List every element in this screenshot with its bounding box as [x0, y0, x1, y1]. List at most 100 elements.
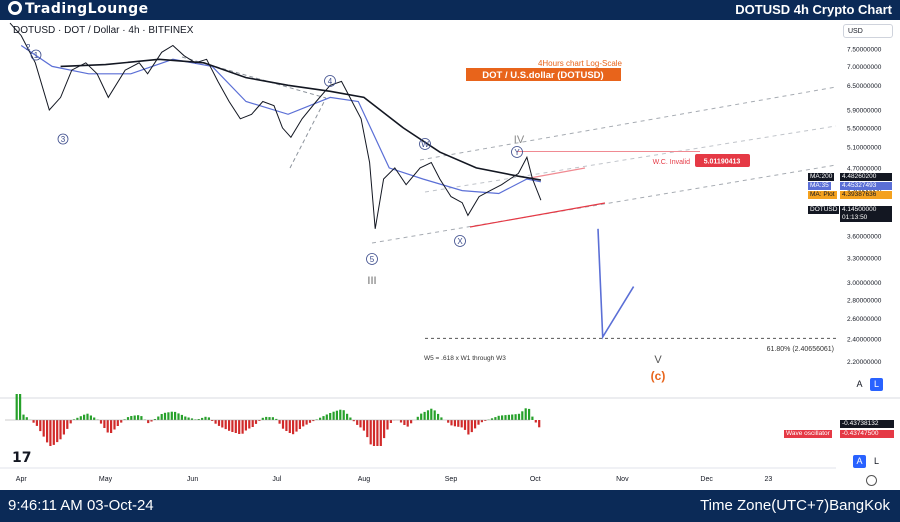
time-tick-9: 23 — [765, 476, 773, 483]
osc-bar — [507, 414, 510, 420]
osc-bar — [440, 417, 443, 420]
osc-bar — [214, 420, 217, 424]
header-bar: TradingLounge DOTUSD 4h Crypto Chart — [0, 0, 900, 20]
osc-bar — [356, 420, 359, 425]
osc-bar — [538, 420, 541, 428]
wave-4-label: 4 — [328, 77, 333, 86]
price-series — [9, 22, 542, 229]
osc-bar — [281, 420, 285, 429]
osc-bar — [332, 411, 335, 420]
ma35-tag-value: 4.45327493 — [840, 182, 892, 190]
price-chart[interactable]: 7.50000000 7.00000000 6.50000000 5.90000000… — [0, 20, 900, 490]
osc-bar — [406, 420, 409, 427]
wave-x-marker — [454, 235, 466, 247]
osc-bar — [163, 412, 167, 420]
osc-bar — [217, 420, 221, 426]
log-scale-button[interactable]: L — [873, 456, 879, 466]
osc-bar — [22, 414, 25, 420]
osc-bar — [528, 408, 531, 420]
osc-bar — [271, 417, 274, 420]
price-tick-11: 3.00000000 — [847, 280, 882, 287]
time-tick-3: Jul — [272, 476, 281, 483]
osc-bar — [153, 419, 156, 420]
osc-bar — [194, 419, 197, 420]
osc-bar — [180, 414, 183, 420]
price-axis[interactable] — [836, 20, 900, 490]
price-tick-1: 7.00000000 — [847, 64, 882, 71]
price-tick-10: 3.30000000 — [847, 255, 882, 262]
osc-bar — [120, 420, 123, 423]
log-scale-button-top[interactable]: L — [870, 378, 883, 391]
auto-scale-button[interactable]: A — [853, 455, 866, 468]
osc-bar — [177, 413, 180, 420]
osc-bar — [490, 418, 494, 420]
red-support-line — [469, 202, 606, 228]
osc-bar — [467, 420, 470, 435]
price-tick-12: 2.80000000 — [847, 297, 882, 304]
osc-bar — [59, 420, 62, 440]
osc-bar — [52, 420, 55, 445]
osc-bar — [56, 420, 59, 443]
osc-bar — [244, 420, 247, 431]
wave-IV-label: IV — [514, 134, 525, 146]
osc-bar — [501, 415, 504, 420]
settings-gear-icon[interactable] — [866, 475, 877, 486]
wave-y-label: Y — [514, 148, 520, 157]
osc-bar — [416, 416, 419, 420]
osc-bar — [89, 415, 92, 420]
osc-bar — [437, 413, 440, 420]
pair-title: DOT / U.S.dollar (DOTUSD) — [482, 70, 603, 81]
time-tick-7: Nov — [616, 476, 629, 483]
osc-bar — [352, 420, 355, 422]
price-tick-5: 5.10000000 — [847, 145, 882, 152]
osc-bar — [346, 413, 349, 420]
price-tick-3: 5.90000000 — [847, 107, 882, 114]
osc-bar — [275, 418, 278, 420]
wave-5-label: 5 — [370, 255, 375, 264]
wave-w-label: W — [421, 140, 429, 149]
osc-bar — [433, 410, 436, 420]
channel-mid — [424, 125, 837, 193]
ma35-tag-label: MA:35 — [808, 182, 831, 190]
osc-bar — [329, 413, 332, 420]
countdown-tag: 01:13:50 — [840, 214, 892, 222]
osc-bar — [174, 411, 177, 420]
auto-scale-button-top[interactable]: A — [856, 379, 863, 389]
osc-bar — [123, 419, 126, 420]
osc-bar — [342, 410, 345, 420]
osc-bar — [420, 413, 423, 420]
osc-bar — [116, 420, 119, 426]
osc-bar — [204, 416, 207, 420]
chart-subtitle: 4Hours chart Log-Scale — [538, 59, 623, 68]
currency-selector[interactable]: USD — [843, 24, 893, 38]
osc-bar — [288, 420, 291, 433]
osc-bar — [531, 416, 534, 420]
osc-bar — [39, 420, 42, 432]
time-ticks: Apr May Jun Jul Aug Sep Oct Nov Dec 23 — [16, 476, 773, 483]
brand-logo[interactable]: TradingLounge — [8, 1, 149, 17]
osc-bar — [521, 411, 524, 420]
symbol-info[interactable]: DOTUSD · DOT / Dollar · 4h · BITFINEX — [13, 25, 194, 36]
price-tick-14: 2.40000000 — [847, 337, 882, 344]
last-price-tag: 4.14500000 — [840, 206, 892, 214]
osc-bar — [295, 420, 298, 432]
price-tick-13: 2.60000000 — [847, 316, 882, 323]
time-tick-0: Apr — [16, 476, 28, 483]
osc-bar — [258, 420, 261, 421]
osc-bar — [32, 420, 35, 423]
osc-bar — [103, 420, 106, 428]
wave-oscillator — [15, 394, 541, 446]
osc-bar — [201, 417, 204, 420]
osc-bar — [106, 420, 109, 433]
osc-bar — [379, 420, 382, 446]
osc-bar — [211, 420, 214, 421]
osc-bar — [110, 420, 113, 433]
footer-time: 9:46:11 AM 03-Oct-24 — [8, 497, 154, 514]
osc-bar — [25, 417, 28, 420]
wave-c-label: (c) — [651, 369, 666, 383]
osc-bar — [150, 420, 153, 422]
osc-bar — [386, 420, 389, 430]
wave-III-label: III — [367, 275, 376, 287]
channel-upper — [419, 86, 837, 161]
osc-bar — [504, 415, 507, 420]
